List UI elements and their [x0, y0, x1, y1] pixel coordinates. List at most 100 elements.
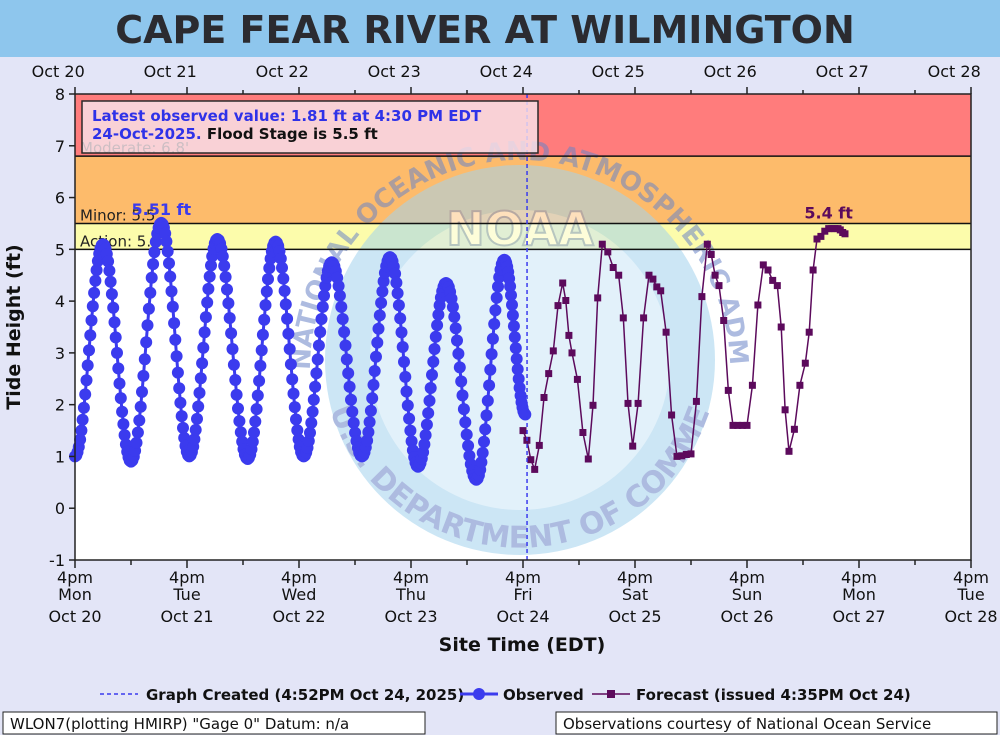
observed-point — [424, 382, 437, 394]
bottom-tick-date: Oct 23 — [384, 607, 437, 626]
observed-point — [333, 289, 346, 302]
observed-point — [197, 341, 210, 354]
observed-point — [193, 386, 206, 399]
observed-point — [288, 401, 301, 414]
y-tick-label: 4 — [55, 292, 65, 311]
observed-point — [340, 353, 353, 366]
observed-point — [287, 387, 300, 400]
top-tick-label: Oct 21 — [144, 62, 197, 81]
observed-point — [203, 270, 216, 283]
observed-point — [375, 296, 388, 309]
forecast-point — [813, 235, 821, 243]
observed-point — [347, 416, 360, 429]
bottom-tick-date: Oct 20 — [48, 607, 101, 626]
forecast-point — [527, 456, 535, 464]
observed-point — [250, 403, 263, 416]
forecast-point — [707, 251, 715, 258]
observed-point — [512, 372, 525, 385]
observed-point — [130, 436, 143, 449]
observed-point — [282, 327, 295, 340]
bottom-tick-time: 4pm — [953, 568, 989, 587]
observed-point — [251, 389, 264, 402]
observed-point — [338, 326, 351, 338]
observed-point — [395, 326, 408, 339]
forecast-point — [724, 386, 732, 394]
observed-point — [260, 285, 273, 298]
observed-point — [373, 309, 386, 322]
observed-point — [316, 300, 329, 313]
observed-point — [107, 301, 120, 314]
observed-point — [279, 298, 292, 311]
forecast-point — [634, 399, 642, 407]
observed-point — [394, 312, 407, 325]
observed-point — [219, 271, 232, 283]
observed-point — [390, 276, 403, 289]
forecast-point — [698, 293, 706, 301]
observed-point — [89, 274, 102, 287]
bottom-tick-day: Mon — [58, 585, 92, 604]
observed-point — [457, 403, 470, 416]
observed-point — [431, 319, 444, 332]
forecast-point — [805, 328, 813, 336]
bottom-tick-day: Sun — [732, 585, 762, 604]
observed-point — [312, 339, 325, 352]
observed-point — [144, 286, 157, 299]
observed-point — [256, 328, 269, 341]
forecast-point — [519, 427, 527, 435]
observed-point — [255, 344, 268, 357]
watermark-center: NOAA — [446, 202, 594, 256]
observed-point — [201, 296, 214, 309]
observed-point — [198, 326, 211, 339]
observed-point — [479, 423, 492, 436]
y-tick-label: 3 — [55, 344, 65, 363]
observed-point — [118, 429, 131, 442]
forecast-point — [692, 397, 700, 405]
observed-point — [429, 330, 442, 343]
forecast-point — [559, 279, 567, 287]
forecast-point — [841, 230, 849, 238]
observed-point — [345, 393, 357, 406]
forecast-point — [703, 240, 711, 248]
observed-point — [452, 347, 465, 360]
forecast-point — [573, 375, 581, 383]
forecast-point — [657, 287, 665, 295]
observed-point — [145, 271, 158, 284]
observed-point — [488, 318, 501, 330]
forecast-point — [554, 302, 562, 310]
forecast-point — [790, 425, 798, 433]
forecast-point — [809, 266, 817, 274]
observed-point — [202, 282, 215, 295]
observed-point — [506, 298, 518, 311]
forecast-point — [584, 455, 592, 463]
observed-point — [84, 329, 97, 342]
observed-point — [170, 350, 183, 363]
observed-point — [188, 433, 201, 446]
observed-point — [218, 259, 231, 272]
observed-point — [117, 418, 130, 431]
bottom-tick-date: Oct 27 — [832, 607, 885, 626]
latest-observation-box: Latest observed value: 1.81 ft at 4:30 P… — [81, 100, 539, 154]
y-tick-label: 2 — [55, 396, 65, 415]
forecast-point — [598, 240, 606, 248]
observed-point — [74, 433, 87, 446]
observed-point — [475, 456, 488, 469]
legend-observed-label: Observed — [503, 686, 584, 704]
forecast-point — [720, 317, 728, 324]
observed-point — [403, 412, 416, 425]
bottom-tick-day: Tue — [956, 585, 984, 604]
observed-point — [486, 332, 499, 345]
top-tick-label: Oct 22 — [256, 62, 309, 81]
forecast-point — [568, 349, 576, 357]
observed-point — [446, 301, 459, 313]
observed-point — [391, 287, 404, 300]
observed-point — [398, 355, 410, 368]
observed-point — [230, 388, 243, 401]
forecast-point — [678, 452, 686, 460]
observed-point — [262, 273, 274, 286]
forecast-point — [781, 406, 789, 414]
series — [69, 94, 849, 560]
y-tick-label: 6 — [55, 189, 65, 208]
forecast-point — [748, 381, 756, 389]
forecast-point — [653, 283, 661, 291]
